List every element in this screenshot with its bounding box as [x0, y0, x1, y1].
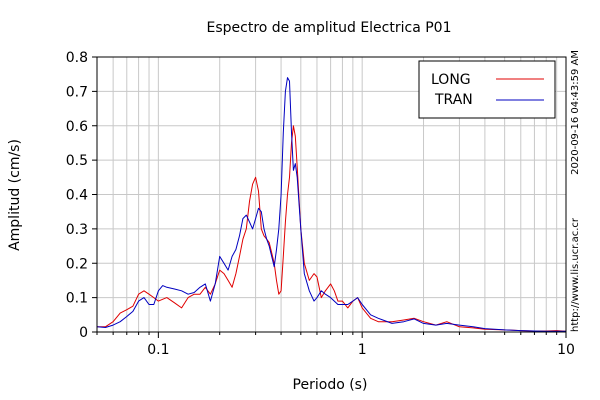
y-axis-ticks: 0 0.1 0.2 0.3 0.4 0.5 0.6 0.7 0.8	[66, 50, 97, 341]
y-tick-label: 0.8	[66, 50, 88, 66]
legend-box	[418, 60, 556, 119]
legend-label-tran: TRAN	[434, 92, 473, 108]
url-label: http://www.lis.ucr.ac.cr	[570, 217, 581, 332]
x-axis-label: Periodo (s)	[293, 377, 368, 393]
x-tick-label: 1	[358, 342, 367, 358]
series-layer	[96, 77, 567, 332]
y-tick-label: 0.2	[66, 256, 88, 272]
x-tick-label: 0.1	[147, 342, 169, 358]
x-axis-ticks: 0.1 1 10	[96, 332, 575, 358]
series-line-long	[97, 125, 567, 332]
x-tick-label: 10	[557, 342, 575, 358]
timestamp-label: 2020-09-16 04:43:59 AM	[570, 50, 581, 175]
legend: LONG TRAN	[418, 60, 556, 119]
y-tick-label: 0.6	[66, 119, 88, 135]
y-tick-label: 0.1	[66, 291, 88, 307]
y-tick-label: 0.3	[66, 222, 88, 238]
series-line-tran	[96, 77, 566, 332]
chart-title: Espectro de amplitud Electrica P01	[207, 20, 452, 36]
y-tick-label: 0.7	[66, 84, 88, 100]
legend-label-long: LONG	[431, 72, 471, 88]
y-tick-label: 0.5	[66, 153, 88, 169]
y-tick-label: 0	[79, 325, 88, 341]
y-tick-label: 0.4	[66, 188, 88, 204]
y-axis-label: Amplitud (cm/s)	[7, 139, 23, 251]
